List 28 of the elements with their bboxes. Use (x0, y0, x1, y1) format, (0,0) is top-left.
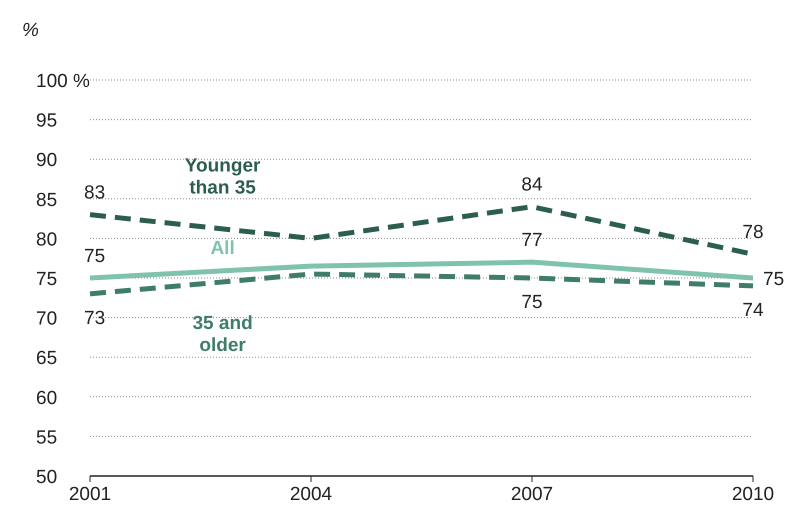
y-tick-label: 50 (36, 467, 58, 488)
data-label: 84 (521, 174, 543, 196)
data-label: 73 (84, 308, 106, 329)
data-label: 78 (742, 222, 764, 244)
y-tick-label: 100 % (36, 71, 90, 92)
y-tick-label: 85 (36, 190, 58, 211)
y-tick-label: 75 (36, 269, 58, 290)
y-tick-label: 60 (36, 388, 58, 409)
data-label: 83 (84, 182, 106, 204)
x-tick-label: 2007 (510, 484, 554, 505)
y-tick-label: 65 (36, 348, 58, 370)
y-tick-label: 70 (36, 308, 58, 330)
series-label: Younger than 35 (184, 156, 262, 199)
data-label: 77 (521, 230, 543, 252)
x-tick-label: 2010 (732, 484, 774, 505)
data-label: 75 (763, 269, 784, 290)
series-label: 35 and older (192, 312, 253, 356)
data-label: 75 (84, 246, 106, 267)
y-tick-label: 95 (36, 110, 58, 132)
y-tick-label: 80 (36, 229, 58, 250)
x-tick-label: 2004 (290, 484, 333, 505)
data-label: 75 (521, 292, 543, 313)
y-axis-title: % (22, 20, 39, 41)
x-tick-label: 2001 (68, 484, 112, 505)
data-label: 74 (742, 300, 764, 321)
series-label: All (210, 238, 235, 260)
y-tick-label: 90 (36, 150, 58, 172)
y-tick-label: 55 (36, 427, 58, 448)
